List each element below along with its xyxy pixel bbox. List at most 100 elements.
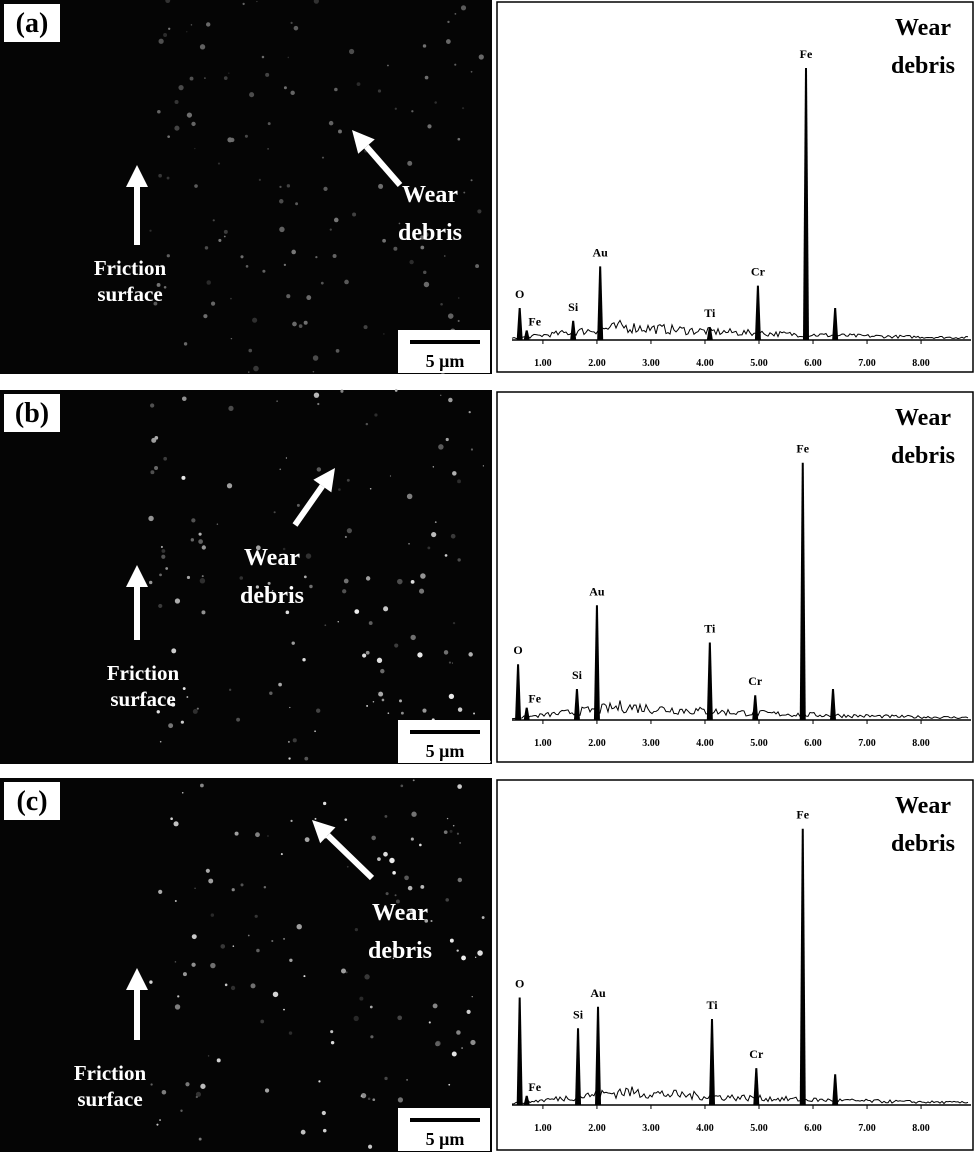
scale-label: 5 μm	[426, 1129, 465, 1149]
speck	[283, 86, 287, 90]
speck	[478, 54, 484, 60]
scale-box	[398, 330, 490, 373]
speck	[250, 983, 256, 989]
speck	[195, 1091, 201, 1097]
speck	[149, 580, 153, 585]
speck	[377, 692, 379, 694]
speck	[419, 235, 425, 240]
speck	[223, 229, 228, 234]
speck	[457, 877, 463, 883]
speck	[359, 996, 364, 1001]
speck	[407, 160, 413, 166]
x-tick-label: 8.00	[912, 1123, 930, 1134]
speck	[334, 87, 338, 92]
x-tick-label: 5.00	[750, 738, 768, 749]
scale-label: 5 μm	[426, 351, 465, 371]
speck	[165, 0, 171, 4]
surface-label: surface	[77, 1087, 142, 1111]
speck	[448, 661, 452, 664]
speck	[227, 137, 233, 143]
peak-label: Fe	[528, 1080, 541, 1094]
speck	[159, 573, 162, 577]
speck	[201, 610, 206, 615]
speck	[210, 301, 216, 306]
x-tick-label: 7.00	[858, 738, 876, 749]
speck	[477, 209, 482, 214]
speck	[364, 974, 370, 980]
speck	[423, 232, 429, 238]
speck	[312, 355, 319, 361]
speck	[346, 528, 352, 534]
spectrum-title: debris	[891, 53, 955, 79]
speck	[265, 72, 270, 77]
x-tick-label: 4.00	[696, 358, 714, 369]
speck	[451, 1051, 457, 1057]
arrow-head	[126, 565, 148, 587]
speck	[205, 868, 210, 873]
surface-label: Friction	[94, 256, 167, 280]
speck	[410, 837, 414, 841]
speck	[252, 317, 258, 323]
speck	[444, 554, 448, 557]
peak-label: Si	[568, 300, 579, 314]
speck	[212, 219, 215, 222]
speck	[180, 1109, 183, 1112]
speck	[419, 843, 422, 847]
x-tick-label: 6.00	[804, 358, 822, 369]
speck	[434, 521, 437, 524]
speck	[218, 238, 222, 242]
speck	[278, 682, 282, 687]
speck	[424, 919, 429, 923]
speck	[258, 178, 261, 181]
speck	[452, 824, 455, 827]
scale-box	[398, 720, 490, 763]
speck	[194, 887, 196, 890]
peak-label: Cr	[749, 1047, 764, 1061]
speck	[161, 549, 166, 553]
speck	[335, 349, 340, 353]
debris-label: debris	[240, 583, 304, 609]
speck	[422, 44, 427, 48]
speck	[383, 851, 388, 857]
speck	[470, 70, 473, 73]
speck	[201, 575, 204, 578]
speck	[409, 908, 415, 914]
speck	[304, 837, 310, 843]
speck	[457, 558, 461, 562]
speck	[286, 184, 291, 188]
speck	[181, 396, 187, 402]
speck	[217, 162, 221, 165]
speck	[302, 658, 306, 662]
speck	[363, 325, 368, 330]
speck	[460, 5, 467, 11]
peak-label: O	[515, 977, 524, 991]
speck	[434, 101, 437, 104]
speck	[201, 545, 206, 550]
speck	[475, 264, 480, 269]
speck	[374, 413, 378, 417]
speck	[163, 456, 168, 461]
speck	[199, 44, 206, 50]
speck	[283, 937, 286, 940]
speck	[344, 818, 348, 821]
speck	[440, 394, 442, 397]
speck	[305, 553, 312, 559]
speck	[158, 38, 164, 44]
speck	[288, 757, 291, 760]
speck	[191, 121, 196, 127]
speck	[285, 610, 290, 615]
arrow-head	[352, 130, 375, 154]
debris-label: Wear	[372, 900, 428, 926]
speck	[204, 246, 209, 250]
speck	[255, 832, 260, 838]
speck	[269, 691, 273, 696]
speck	[452, 621, 456, 625]
speck	[404, 875, 409, 881]
speck	[181, 475, 186, 480]
peak	[752, 695, 759, 720]
speck	[354, 609, 360, 614]
speck	[207, 1055, 210, 1057]
x-tick-label: 1.00	[534, 1123, 552, 1134]
speck	[337, 621, 339, 623]
speck	[279, 468, 282, 471]
